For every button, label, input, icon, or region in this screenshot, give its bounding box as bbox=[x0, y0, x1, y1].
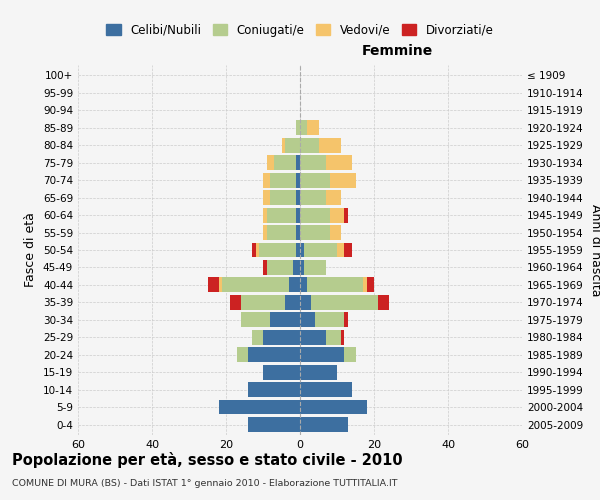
Bar bbox=[252, 330, 263, 344]
Bar bbox=[300, 400, 367, 414]
Bar bbox=[300, 242, 304, 258]
Bar bbox=[307, 120, 319, 135]
Bar bbox=[300, 260, 304, 275]
Bar bbox=[271, 173, 296, 188]
Bar bbox=[344, 348, 355, 362]
Bar bbox=[315, 312, 344, 327]
Y-axis label: Fasce di età: Fasce di età bbox=[25, 212, 37, 288]
Bar bbox=[252, 242, 256, 258]
Bar bbox=[300, 365, 337, 380]
Bar bbox=[263, 173, 271, 188]
Bar bbox=[263, 190, 271, 205]
Bar bbox=[263, 208, 266, 222]
Bar bbox=[296, 208, 300, 222]
Bar bbox=[281, 138, 285, 152]
Bar bbox=[326, 190, 341, 205]
Bar bbox=[208, 278, 218, 292]
Bar bbox=[300, 417, 348, 432]
Bar bbox=[263, 365, 300, 380]
Bar bbox=[271, 312, 300, 327]
Bar bbox=[300, 156, 326, 170]
Bar bbox=[363, 278, 367, 292]
Bar bbox=[263, 225, 266, 240]
Text: Femmine: Femmine bbox=[362, 44, 433, 58]
Legend: Celibi/Nubili, Coniugati/e, Vedovi/e, Divorziati/e: Celibi/Nubili, Coniugati/e, Vedovi/e, Di… bbox=[101, 19, 499, 42]
Bar bbox=[344, 208, 348, 222]
Bar bbox=[263, 260, 266, 275]
Bar bbox=[329, 173, 355, 188]
Bar bbox=[248, 382, 300, 397]
Text: COMUNE DI MURA (BS) - Dati ISTAT 1° gennaio 2010 - Elaborazione TUTTITALIA.IT: COMUNE DI MURA (BS) - Dati ISTAT 1° genn… bbox=[12, 479, 398, 488]
Bar bbox=[300, 348, 344, 362]
Bar bbox=[300, 295, 311, 310]
Bar bbox=[311, 295, 378, 310]
Bar bbox=[304, 242, 337, 258]
Bar bbox=[300, 330, 326, 344]
Bar bbox=[237, 348, 248, 362]
Bar bbox=[344, 312, 348, 327]
Bar bbox=[267, 156, 274, 170]
Bar bbox=[296, 120, 300, 135]
Bar bbox=[300, 173, 329, 188]
Bar bbox=[329, 208, 344, 222]
Bar bbox=[289, 278, 300, 292]
Bar bbox=[259, 242, 296, 258]
Bar bbox=[293, 260, 300, 275]
Bar bbox=[300, 225, 329, 240]
Bar bbox=[300, 208, 329, 222]
Bar bbox=[271, 190, 296, 205]
Bar bbox=[326, 330, 341, 344]
Bar bbox=[304, 260, 326, 275]
Bar bbox=[241, 295, 285, 310]
Bar bbox=[296, 242, 300, 258]
Bar bbox=[319, 138, 341, 152]
Bar bbox=[267, 260, 293, 275]
Bar bbox=[274, 156, 296, 170]
Y-axis label: Anni di nascita: Anni di nascita bbox=[589, 204, 600, 296]
Bar bbox=[263, 330, 300, 344]
Bar bbox=[337, 242, 344, 258]
Bar bbox=[296, 173, 300, 188]
Bar bbox=[300, 382, 352, 397]
Bar bbox=[300, 138, 319, 152]
Bar bbox=[307, 278, 363, 292]
Text: Popolazione per età, sesso e stato civile - 2010: Popolazione per età, sesso e stato civil… bbox=[12, 452, 403, 468]
Bar bbox=[218, 400, 300, 414]
Bar bbox=[296, 190, 300, 205]
Bar bbox=[367, 278, 374, 292]
Bar bbox=[341, 330, 344, 344]
Bar bbox=[241, 312, 271, 327]
Bar bbox=[300, 278, 307, 292]
Bar bbox=[285, 138, 300, 152]
Bar bbox=[296, 156, 300, 170]
Bar bbox=[326, 156, 352, 170]
Bar bbox=[218, 278, 223, 292]
Bar bbox=[378, 295, 389, 310]
Bar bbox=[266, 225, 296, 240]
Bar bbox=[296, 225, 300, 240]
Bar bbox=[248, 348, 300, 362]
Bar bbox=[344, 242, 352, 258]
Bar bbox=[222, 278, 289, 292]
Bar bbox=[300, 190, 326, 205]
Bar bbox=[266, 208, 296, 222]
Bar bbox=[256, 242, 259, 258]
Bar bbox=[285, 295, 300, 310]
Bar bbox=[300, 312, 315, 327]
Bar bbox=[300, 120, 307, 135]
Bar bbox=[248, 417, 300, 432]
Bar bbox=[329, 225, 341, 240]
Bar bbox=[230, 295, 241, 310]
